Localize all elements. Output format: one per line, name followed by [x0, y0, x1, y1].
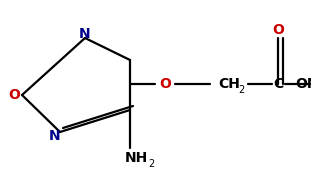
Text: C: C — [273, 77, 283, 91]
Text: 2: 2 — [148, 159, 154, 169]
Text: N: N — [49, 129, 61, 143]
Text: O: O — [272, 23, 284, 37]
Text: O: O — [159, 77, 171, 91]
Text: O: O — [8, 88, 20, 102]
Text: OMe: OMe — [295, 77, 311, 91]
Text: N: N — [79, 27, 91, 41]
Text: 2: 2 — [238, 85, 244, 95]
Text: NH: NH — [125, 151, 148, 165]
Text: CH: CH — [218, 77, 240, 91]
